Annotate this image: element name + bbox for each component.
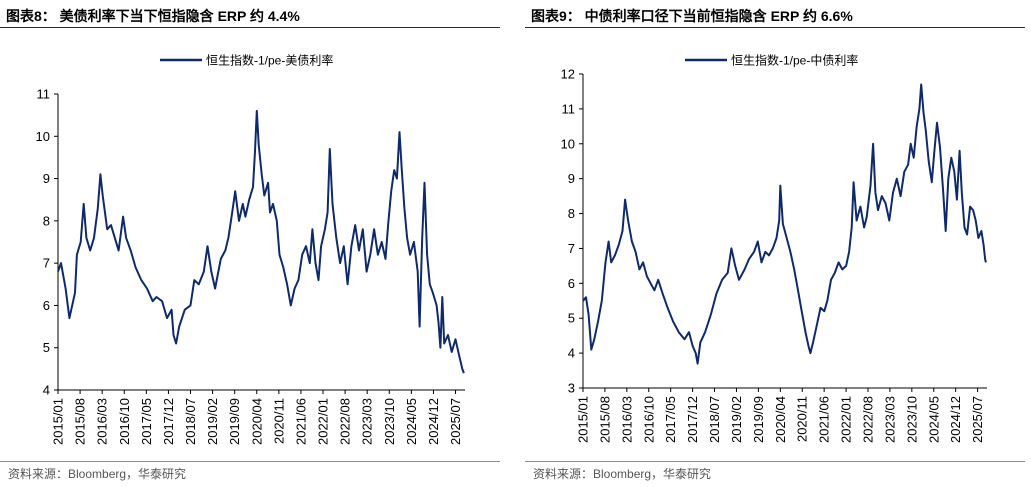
x-tick-label: 2024/12 (426, 398, 441, 445)
x-tick-label: 2022/08 (338, 398, 353, 445)
x-tick-label: 2020/11 (795, 396, 810, 442)
series-line (57, 109, 465, 374)
legend-label: 恒生指数-1/pe-中债利率 (731, 53, 858, 68)
x-tick-label: 2017/12 (685, 396, 700, 443)
title-divider (0, 27, 500, 28)
x-tick-label: 2017/12 (161, 398, 176, 445)
x-tick-label: 2019/09 (751, 396, 766, 443)
y-tick-label: 11 (37, 87, 51, 102)
y-tick-label: 6 (43, 298, 50, 313)
y-tick-label: 9 (568, 171, 575, 186)
x-tick-label: 2017/05 (139, 398, 154, 445)
line-chart-us-yield: 4 5 6 7 8 9 10 11 2015/01 2015/08 2016/03 2016/10 20… (36, 53, 465, 445)
x-tick-label: 2021/06 (293, 398, 308, 445)
x-tick-label: 2020/04 (773, 396, 788, 443)
y-tick-label: 8 (568, 206, 575, 221)
x-tick-label: 2016/03 (95, 398, 110, 445)
x-tick-label: 2025/07 (448, 398, 463, 445)
y-tick-label: 6 (568, 276, 575, 291)
x-tick-label: 2016/03 (619, 396, 634, 443)
x-tick-label: 2022/01 (839, 396, 854, 443)
x-tick-label: 2015/08 (73, 398, 88, 445)
x-tick-label: 2016/10 (641, 396, 656, 443)
chart-panel-right: 图表9： 中债利率口径下当前恒指隐含 ERP 约 6.6% 3 4 5 6 7 8 9 10 1… (525, 0, 1031, 487)
x-tick-label: 2025/07 (970, 396, 985, 443)
x-tick-label: 2023/03 (360, 398, 375, 445)
line-chart-cn-yield: 3 4 5 6 7 8 9 10 11 12 2015/01 2015/08 2016/03 2016/1… (561, 53, 987, 443)
title-divider (525, 27, 1025, 28)
y-tick-label: 4 (43, 383, 50, 398)
y-tick-label: 5 (43, 340, 50, 355)
y-tick-label: 11 (562, 101, 576, 116)
x-tick-label: 2023/10 (382, 398, 397, 445)
x-tick-label: 2017/05 (663, 396, 678, 443)
chart-title: 图表9： 中债利率口径下当前恒指隐含 ERP 约 6.6% (531, 8, 853, 24)
series-line (582, 83, 987, 365)
y-tick-label: 9 (43, 171, 50, 186)
x-tick-label: 2023/03 (882, 396, 897, 443)
x-tick-label: 2018/07 (707, 396, 722, 443)
source-divider (525, 461, 1025, 462)
x-tick-label: 2018/07 (183, 398, 198, 445)
x-tick-label: 2019/02 (205, 398, 220, 445)
x-tick-label: 2019/02 (729, 396, 744, 443)
source-note: 资料来源：Bloomberg，华泰研究 (8, 467, 187, 481)
y-tick-label: 12 (561, 67, 575, 82)
x-tick-label: 2020/11 (271, 398, 286, 444)
chart-panel-left: 图表8： 美债利率下当下恒指隐含 ERP 约 4.4% 4 5 6 7 8 9 10 11 20… (0, 0, 506, 487)
chart-title: 图表8： 美债利率下当下恒指隐含 ERP 约 4.4% (6, 8, 300, 24)
y-tick-label: 7 (568, 241, 575, 256)
y-tick-label: 8 (43, 213, 50, 228)
x-tick-label: 2024/05 (926, 396, 941, 443)
y-tick-label: 3 (568, 381, 575, 396)
x-tick-label: 2023/10 (904, 396, 919, 443)
x-tick-label: 2024/12 (948, 396, 963, 443)
x-tick-label: 2015/01 (51, 398, 66, 445)
y-tick-label: 7 (43, 256, 50, 271)
y-tick-label: 10 (36, 129, 50, 144)
y-tick-label: 5 (568, 311, 575, 326)
y-tick-label: 4 (568, 346, 575, 361)
x-tick-label: 2015/01 (576, 396, 591, 443)
x-tick-label: 2024/05 (404, 398, 419, 445)
x-tick-label: 2022/08 (860, 396, 875, 443)
x-tick-label: 2019/09 (227, 398, 242, 445)
source-note: 资料来源：Bloomberg，华泰研究 (533, 467, 712, 481)
y-tick-label: 10 (561, 136, 575, 151)
x-tick-label: 2015/08 (597, 396, 612, 443)
x-tick-label: 2016/10 (117, 398, 132, 445)
x-tick-label: 2022/01 (316, 398, 331, 445)
x-tick-label: 2020/04 (249, 398, 264, 445)
legend-label: 恒生指数-1/pe-美债利率 (206, 53, 333, 68)
source-divider (0, 461, 500, 462)
x-tick-label: 2021/06 (817, 396, 832, 443)
